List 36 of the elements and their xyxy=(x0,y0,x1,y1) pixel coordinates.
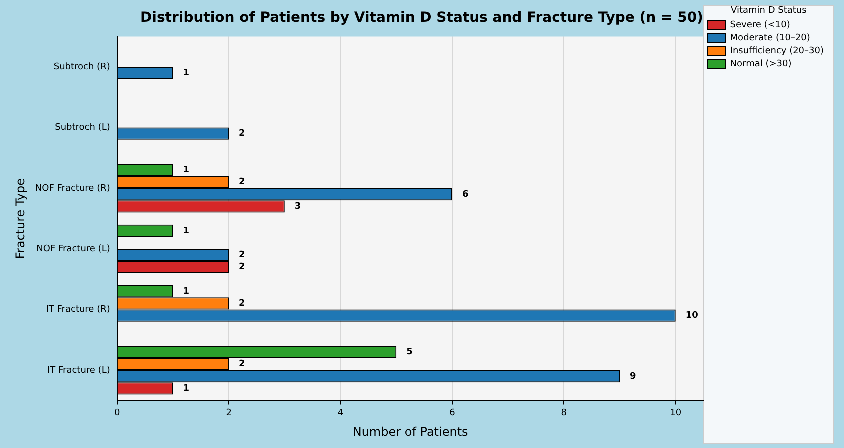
x-tick-label: 6 xyxy=(450,408,456,419)
data-label: 2 xyxy=(239,299,246,310)
y-tick-label: IT Fracture (L) xyxy=(47,366,110,376)
x-tick-label: 10 xyxy=(670,408,682,419)
y-tick-label: NOF Fracture (R) xyxy=(35,184,110,194)
data-label: 3 xyxy=(294,202,302,212)
data-label: 2 xyxy=(239,250,246,261)
data-label: 2 xyxy=(239,360,246,370)
data-label: 1 xyxy=(183,166,190,176)
legend-label: Severe (<10) xyxy=(730,20,790,31)
data-label: 1 xyxy=(183,68,190,79)
data-label: 6 xyxy=(462,190,469,200)
legend-label: Normal (>30) xyxy=(730,60,792,70)
x-tick-label: 2 xyxy=(226,408,232,419)
data-label: 9 xyxy=(630,372,636,382)
y-tick-label: NOF Fracture (L) xyxy=(36,244,110,254)
data-label: 1 xyxy=(183,226,190,236)
y-axis-title: Fracture Type xyxy=(13,178,28,260)
legend-label: Insufficiency (20–30) xyxy=(730,46,824,57)
legend-title: Vitamin D Status xyxy=(730,6,808,16)
data-label: 2 xyxy=(239,262,246,273)
x-tick-label: 4 xyxy=(338,408,344,419)
data-label: 10 xyxy=(686,311,698,322)
x-axis-title: Number of Patients xyxy=(352,424,468,439)
chart-title: Distribution of Patients by Vitamin D Status and Fracture Type (n = 50) xyxy=(140,10,704,26)
data-label: 5 xyxy=(406,348,413,358)
y-tick-label: Subtroch (L) xyxy=(55,123,110,134)
data-label: 1 xyxy=(183,286,190,297)
x-tick-label: 0 xyxy=(114,408,120,419)
data-label: 2 xyxy=(239,129,246,140)
y-tick-label: Subtroch (R) xyxy=(54,62,110,72)
x-tick-label: 8 xyxy=(561,408,568,419)
legend-label: Moderate (10–20) xyxy=(730,34,810,44)
data-label: 2 xyxy=(239,178,246,188)
y-tick-label: IT Fracture (R) xyxy=(46,305,110,316)
data-label: 1 xyxy=(183,384,190,394)
